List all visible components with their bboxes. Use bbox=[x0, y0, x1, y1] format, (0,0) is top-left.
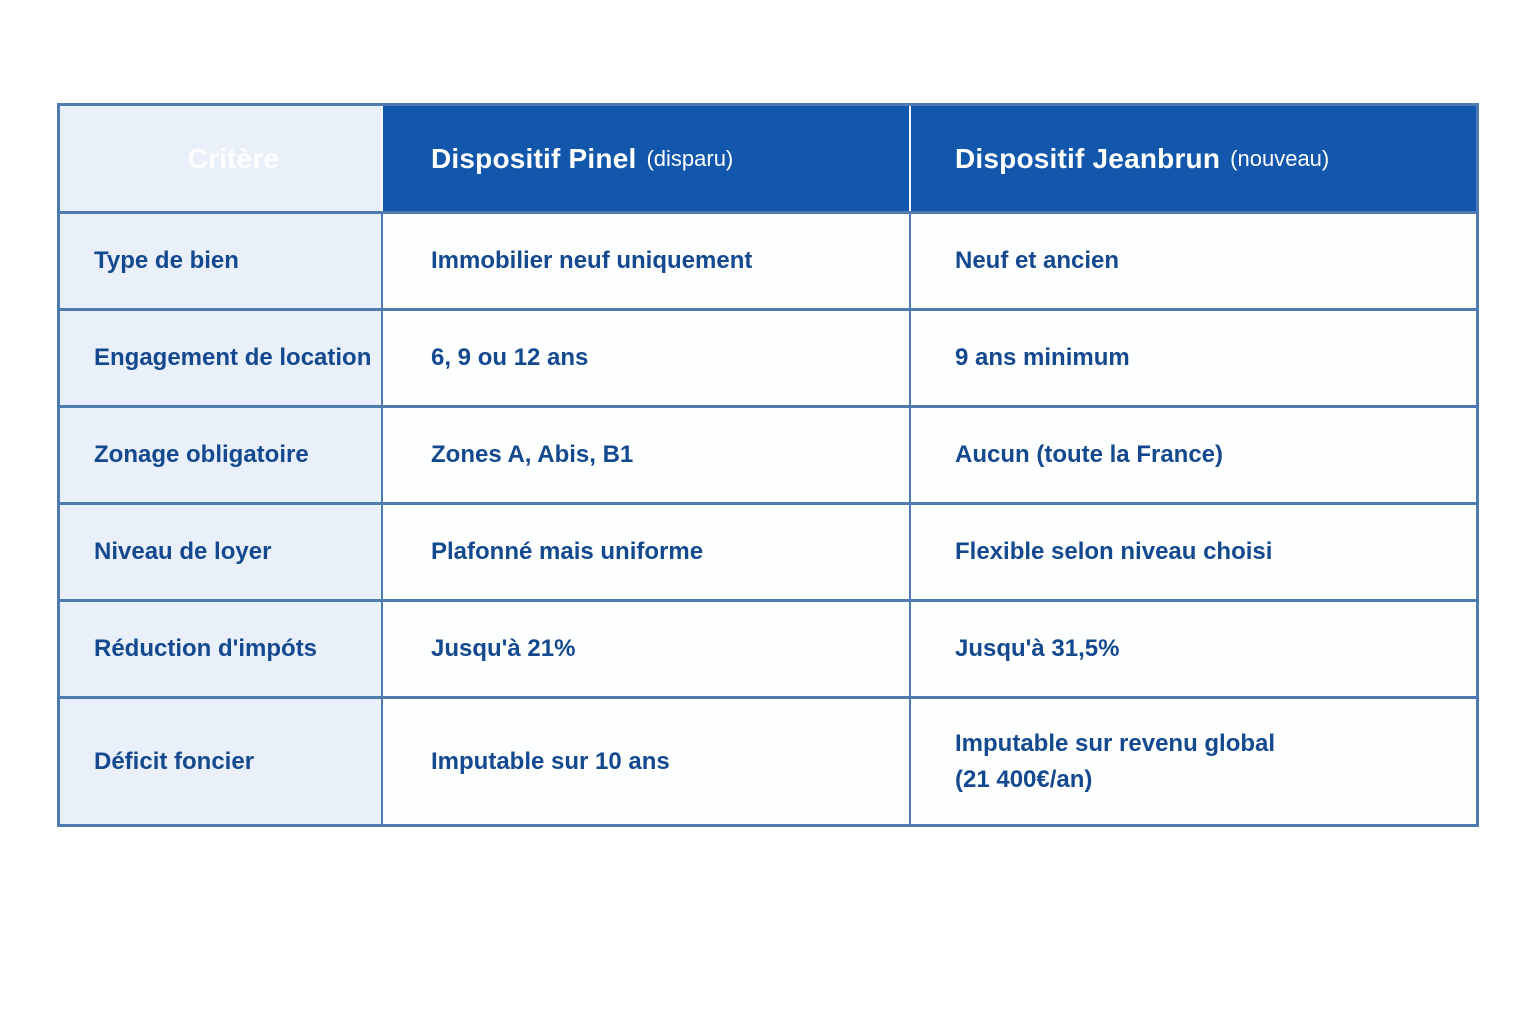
header-cell-critere: Critère bbox=[60, 106, 383, 211]
table-row: Zonage obligatoire Zones A, Abis, B1 Auc… bbox=[60, 405, 1476, 502]
cell-jeanbrun-zonage: Aucun (toute la France) bbox=[955, 441, 1224, 468]
pinel-jeanbrun-comparison-table: Critère Dispositif Pinel (disparu) Dispo… bbox=[57, 103, 1479, 827]
row-label-niveau-loyer: Niveau de loyer bbox=[60, 505, 383, 599]
cell-pinel-niveau-loyer: Plafonné mais uniforme bbox=[383, 505, 911, 599]
cell-jeanbrun-type-de-bien: Neuf et ancien bbox=[955, 247, 1120, 274]
header-note-jeanbrun: (nouveau) bbox=[1230, 145, 1330, 171]
cell-pinel-deficit-foncier: Imputable sur 10 ans bbox=[383, 699, 911, 824]
cell-pinel-reduction-impots: Jusqu'à 21% bbox=[383, 602, 911, 696]
row-label-reduction-impots: Réduction d'impóts bbox=[60, 602, 383, 696]
cell-jeanbrun-engagement: 9 ans minimum bbox=[955, 344, 1130, 371]
header-cell-pinel: Dispositif Pinel (disparu) bbox=[383, 106, 911, 211]
row-label-deficit-foncier: Déficit foncier bbox=[60, 699, 383, 824]
table-header-row: Critère Dispositif Pinel (disparu) Dispo… bbox=[60, 106, 1476, 211]
table-row: Réduction d'impóts Jusqu'à 21% Jusqu'à 3… bbox=[60, 599, 1476, 696]
cell-pinel-type-de-bien: Immobilier neuf uniquement bbox=[383, 214, 911, 308]
table-row: Niveau de loyer Plafonné mais uniforme F… bbox=[60, 502, 1476, 599]
table-row: Type de bien Immobilier neuf uniquement … bbox=[60, 211, 1476, 308]
cell-jeanbrun-deficit-foncier: Imputable sur revenu global (21 400€/an) bbox=[955, 729, 1276, 793]
header-label-jeanbrun: Dispositif Jeanbrun bbox=[955, 142, 1221, 174]
cell-pinel-engagement: 6, 9 ou 12 ans bbox=[383, 311, 911, 405]
table-row: Engagement de location 6, 9 ou 12 ans 9 … bbox=[60, 308, 1476, 405]
row-label-zonage: Zonage obligatoire bbox=[60, 408, 383, 502]
row-label-type-de-bien: Type de bien bbox=[60, 214, 383, 308]
table-row: Déficit foncier Imputable sur 10 ans Imp… bbox=[60, 696, 1476, 824]
header-label-critere: Critère bbox=[187, 142, 280, 174]
cell-jeanbrun-reduction-impots: Jusqu'à 31,5% bbox=[955, 635, 1120, 662]
row-label-engagement: Engagement de location bbox=[60, 311, 383, 405]
header-cell-jeanbrun: Dispositif Jeanbrun (nouveau) bbox=[911, 106, 1479, 211]
header-note-pinel: (disparu) bbox=[646, 145, 734, 171]
header-label-pinel: Dispositif Pinel bbox=[431, 142, 637, 174]
cell-pinel-zonage: Zones A, Abis, B1 bbox=[383, 408, 911, 502]
cell-jeanbrun-niveau-loyer: Flexible selon niveau choisi bbox=[955, 538, 1273, 565]
